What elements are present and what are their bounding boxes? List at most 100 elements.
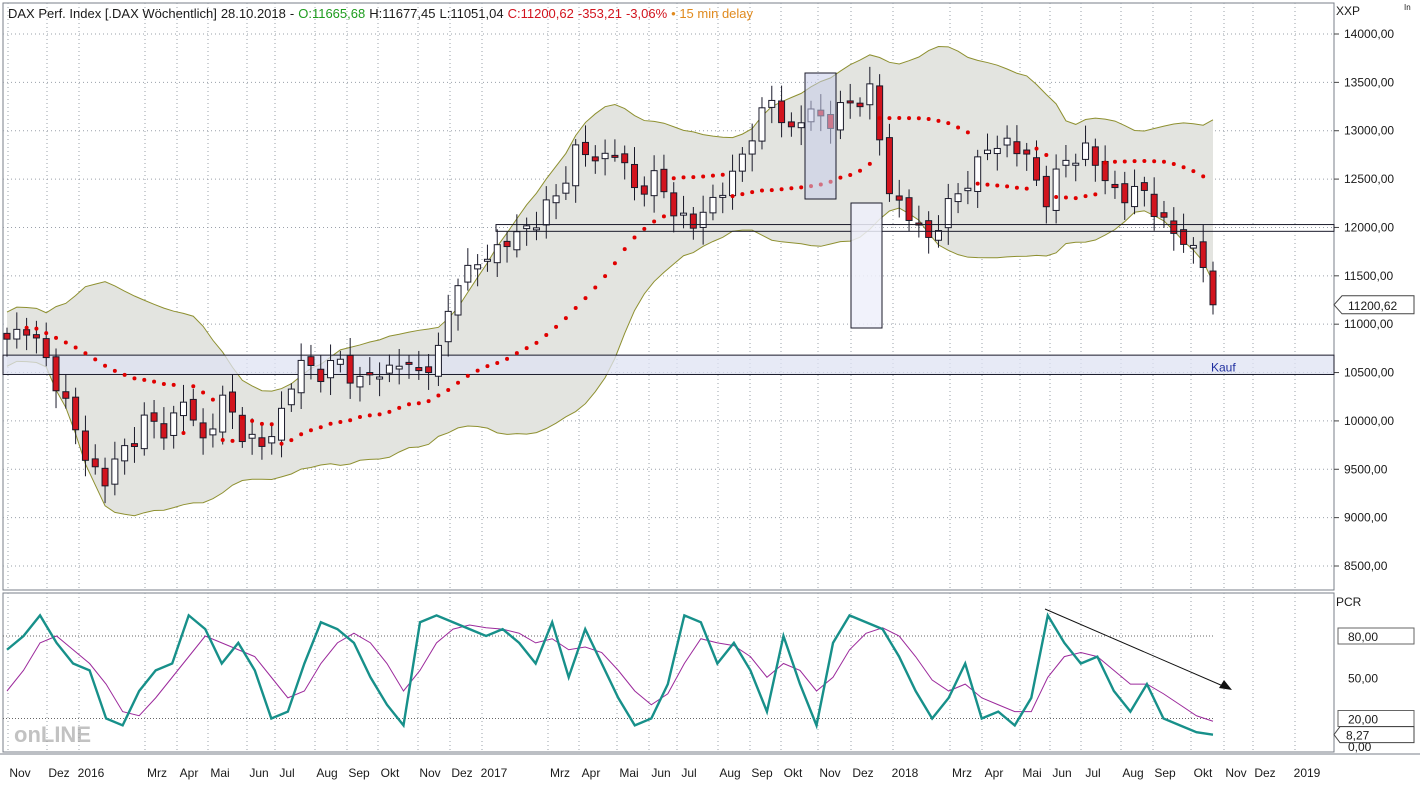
sar-dot: [554, 324, 559, 329]
candle-body: [1052, 168, 1060, 211]
candle-body: [866, 83, 874, 106]
sar-dot: [475, 368, 480, 373]
candle-body: [121, 445, 129, 462]
sar-dot: [240, 415, 245, 420]
candle-body: [336, 358, 344, 365]
candle-body: [925, 220, 933, 238]
candle-body: [425, 366, 433, 374]
candle-body: [317, 368, 325, 383]
sar-dot: [681, 175, 686, 180]
candle-body: [23, 329, 31, 336]
osc-current-label: 8,27: [1346, 729, 1370, 743]
sar-dot: [377, 412, 382, 417]
time-tick-label: 2018: [892, 766, 919, 780]
sar-dot: [426, 399, 431, 404]
sar-dot: [779, 187, 784, 192]
candle-body: [483, 258, 491, 262]
candle-body: [493, 244, 501, 264]
sar-dot: [259, 421, 264, 426]
candle-body: [934, 230, 942, 241]
sar-dot: [152, 379, 157, 384]
candle-body: [444, 310, 452, 343]
candle-body: [1072, 162, 1080, 166]
price-tick-label: 10500,00: [1344, 366, 1394, 380]
sar-dot: [289, 438, 294, 443]
time-tick-label: Nov: [419, 766, 440, 780]
sar-dot: [24, 325, 29, 330]
last-price-tag: [1333, 295, 1415, 315]
candle-body: [836, 102, 844, 131]
candle-body: [376, 376, 384, 380]
sar-dot: [1005, 184, 1010, 189]
candle-body: [787, 121, 795, 128]
sar-dot: [1161, 159, 1166, 164]
price-tick-label: 11500,00: [1344, 269, 1393, 283]
sar-dot: [308, 428, 313, 433]
sar-dot: [524, 346, 529, 351]
candle-body: [542, 199, 550, 226]
sar-dot: [887, 116, 892, 121]
oscillator-plot-frame: [2, 592, 1335, 753]
header-open: O:11665,68: [298, 6, 366, 21]
sar-dot: [563, 316, 568, 321]
candle-body: [287, 388, 295, 406]
candle-body: [415, 367, 423, 372]
sar-dot: [1171, 162, 1176, 167]
sar-dot: [122, 372, 127, 377]
sar-dot: [54, 335, 59, 340]
sar-dot: [995, 183, 1000, 188]
sar-dot: [83, 351, 88, 356]
candle-body: [670, 192, 678, 217]
candle-body: [797, 122, 805, 129]
sar-dot: [1073, 196, 1078, 201]
price-tick-label: 9000,00: [1344, 511, 1388, 525]
candle-body: [846, 100, 854, 104]
candle-body: [1003, 137, 1011, 146]
candle-body: [395, 365, 403, 370]
sar-dot: [710, 173, 715, 178]
price-tick-label: 8500,00: [1344, 559, 1388, 573]
sar-dot: [867, 161, 872, 166]
time-tick-label: Mrz: [952, 766, 972, 780]
sar-dot: [1093, 192, 1098, 197]
candle-body: [1150, 193, 1158, 217]
osc-tick-label: 20,00: [1348, 713, 1378, 727]
sar-dot: [142, 377, 147, 382]
osc-tick-label: 80,00: [1348, 630, 1378, 644]
sar-dot: [1054, 194, 1059, 199]
time-tick-label: Aug: [1122, 766, 1143, 780]
candle-body: [562, 182, 570, 194]
candle-body: [964, 187, 972, 192]
trend-arrow-head: [1219, 680, 1232, 690]
projection-box: [850, 202, 883, 329]
sar-dot: [456, 380, 461, 385]
candle-body: [778, 100, 786, 124]
sar-dot: [1063, 195, 1068, 200]
header-close: C:11200,62: [507, 6, 574, 21]
sar-dot: [701, 174, 706, 179]
sar-dot: [642, 226, 647, 231]
candle-body: [572, 144, 580, 187]
sar-dot: [848, 172, 853, 177]
candle-body: [532, 227, 540, 231]
sar-dot: [789, 186, 794, 191]
candle-body: [513, 231, 521, 251]
sar-dot: [1201, 174, 1206, 179]
sar-dot: [583, 296, 588, 301]
candle-body: [1033, 157, 1041, 181]
sar-dot: [1103, 160, 1108, 165]
sar-dot: [357, 415, 362, 420]
sar-dot: [44, 331, 49, 336]
time-tick-label: Mrz: [147, 766, 167, 780]
candle-body: [297, 359, 305, 394]
sar-dot: [1122, 159, 1127, 164]
candle-body: [895, 195, 903, 201]
time-tick-label: Aug: [316, 766, 337, 780]
time-tick-label: Okt: [1194, 766, 1213, 780]
time-tick-label: Jun: [1052, 766, 1071, 780]
sar-dot: [632, 235, 637, 240]
candle-body: [434, 344, 442, 377]
candle-body: [552, 195, 560, 204]
candle-body: [1082, 142, 1090, 160]
